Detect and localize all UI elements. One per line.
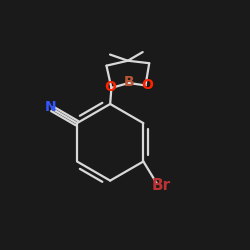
Text: B: B [124,75,134,89]
Text: O: O [141,78,153,92]
Text: O: O [104,80,116,94]
Text: N: N [44,100,56,114]
Text: Br: Br [152,178,171,193]
